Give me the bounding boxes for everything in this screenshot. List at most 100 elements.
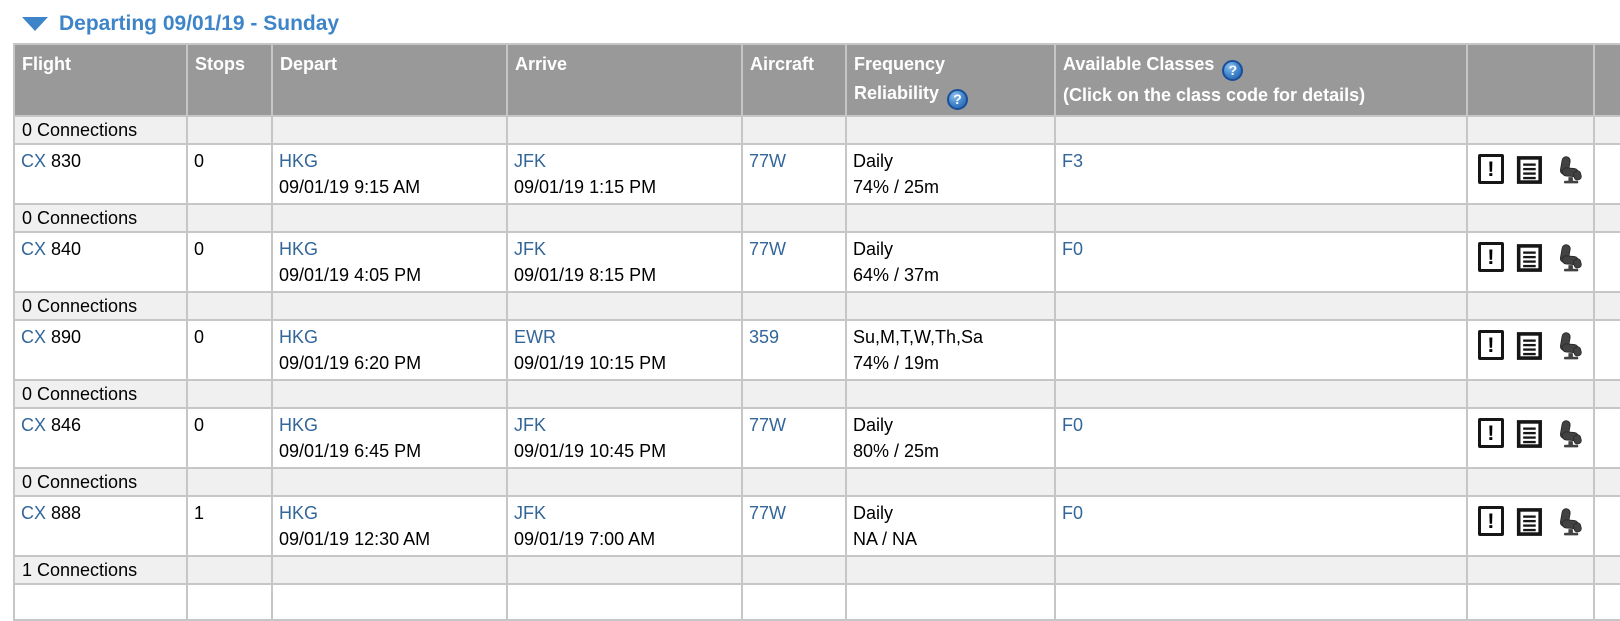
carrier-code-link[interactable]: CX [21, 327, 47, 347]
alert-icon[interactable]: ! [1478, 418, 1504, 448]
seat-map-icon[interactable] [1555, 506, 1585, 538]
arrive-airport-link[interactable]: JFK [514, 151, 547, 171]
reliability-value: 80% / 25m [853, 441, 940, 461]
header-aircraft: Aircraft [741, 43, 847, 117]
actions-cell: ! [1466, 407, 1595, 469]
frequency-value: Su,M,T,W,Th,Sa [853, 327, 984, 347]
flight-cell: CX 890 [13, 319, 188, 381]
frequency-reliability-cell: Daily 80% / 25m [845, 407, 1056, 469]
seat-map-icon[interactable] [1555, 242, 1585, 274]
aircraft-type-link[interactable]: 77W [749, 415, 787, 435]
depart-datetime: 09/01/19 4:05 PM [279, 265, 422, 285]
class-code-link[interactable]: F0 [1062, 415, 1084, 435]
overflow-cell [1593, 495, 1620, 557]
connections-separator-row: 0 Connections [13, 291, 1620, 321]
aircraft-cell: 77W [741, 495, 847, 557]
depart-datetime: 09/01/19 9:15 AM [279, 177, 421, 197]
flight-number: 840 [51, 239, 82, 259]
connections-separator-row: 0 Connections [13, 115, 1620, 145]
overflow-cell [1593, 231, 1620, 293]
carrier-code-link[interactable]: CX [21, 415, 47, 435]
connections-separator-row: 0 Connections [13, 467, 1620, 497]
depart-airport-link[interactable]: HKG [279, 327, 319, 347]
flight-row: CX 888 1 HKG 09/01/19 12:30 AM JFK 09/01… [13, 495, 1620, 557]
depart-airport-link[interactable]: HKG [279, 151, 319, 171]
aircraft-type-link[interactable]: 77W [749, 239, 787, 259]
carrier-code-link[interactable]: CX [21, 151, 47, 171]
frequency-reliability-cell: Daily 74% / 25m [845, 143, 1056, 205]
header-actions [1466, 43, 1595, 117]
arrive-airport-link[interactable]: JFK [514, 239, 547, 259]
partial-flight-row [13, 583, 1620, 621]
connections-separator-label: 0 Connections [13, 467, 188, 497]
carrier-code-link[interactable]: CX [21, 503, 47, 523]
header-frequency-label: Frequency [854, 54, 946, 74]
alert-icon[interactable]: ! [1478, 154, 1504, 184]
available-classes-help-icon[interactable]: ? [1222, 60, 1244, 81]
available-classes-cell: F3 [1054, 143, 1468, 205]
actions-cell: ! [1466, 143, 1595, 205]
table-header-row: Flight Stops Depart Arrive Aircraft Freq… [13, 43, 1620, 117]
carrier-code-link[interactable]: CX [21, 239, 47, 259]
header-available-classes: Available Classes? (Click on the class c… [1054, 43, 1468, 117]
class-code-link[interactable]: F0 [1062, 503, 1084, 523]
header-overflow [1593, 43, 1620, 117]
stops-cell: 0 [186, 143, 273, 205]
arrive-datetime: 09/01/19 1:15 PM [514, 177, 657, 197]
flight-number: 830 [51, 151, 82, 171]
flight-row: CX 890 0 HKG 09/01/19 6:20 PM EWR 09/01/… [13, 319, 1620, 381]
arrive-airport-link[interactable]: JFK [514, 415, 547, 435]
class-code-link[interactable]: F3 [1062, 151, 1084, 171]
flight-details-icon[interactable] [1516, 154, 1543, 186]
depart-cell: HKG 09/01/19 4:05 PM [271, 231, 508, 293]
actions-cell: ! [1466, 495, 1595, 557]
frequency-reliability-cell: Daily 64% / 37m [845, 231, 1056, 293]
flight-details-icon[interactable] [1516, 418, 1543, 450]
frequency-value: Daily [853, 239, 894, 259]
overflow-cell [1593, 319, 1620, 381]
depart-datetime: 09/01/19 6:45 PM [279, 441, 422, 461]
header-depart: Depart [271, 43, 508, 117]
section-title[interactable]: Departing 09/01/19 - Sunday [59, 12, 340, 35]
connections-separator-label: 0 Connections [13, 203, 188, 233]
flight-details-icon[interactable] [1516, 242, 1543, 274]
arrive-airport-link[interactable]: EWR [514, 327, 556, 347]
flights-table-footer: 1 Connections [13, 555, 1620, 621]
stops-cell: 0 [186, 319, 273, 381]
available-classes-cell: F0 [1054, 495, 1468, 557]
reliability-value: 64% / 37m [853, 265, 940, 285]
alert-icon[interactable]: ! [1478, 330, 1504, 360]
alert-icon[interactable]: ! [1478, 506, 1504, 536]
overflow-cell [1593, 407, 1620, 469]
seat-map-icon[interactable] [1555, 154, 1585, 186]
class-code-link[interactable]: F0 [1062, 239, 1084, 259]
aircraft-type-link[interactable]: 359 [749, 327, 780, 347]
connections-separator-row: 0 Connections [13, 203, 1620, 233]
arrive-cell: JFK 09/01/19 1:15 PM [506, 143, 743, 205]
depart-airport-link[interactable]: HKG [279, 503, 319, 523]
aircraft-type-link[interactable]: 77W [749, 503, 787, 523]
frequency-reliability-cell: Daily NA / NA [845, 495, 1056, 557]
connections-separator-label: 0 Connections [13, 115, 188, 145]
reliability-help-icon[interactable]: ? [947, 89, 969, 110]
reliability-value: 74% / 19m [853, 353, 940, 373]
header-stops: Stops [186, 43, 273, 117]
seat-map-icon[interactable] [1555, 330, 1585, 362]
flight-details-icon[interactable] [1516, 330, 1543, 362]
flight-cell: CX 888 [13, 495, 188, 557]
flight-row: CX 830 0 HKG 09/01/19 9:15 AM JFK 09/01/… [13, 143, 1620, 205]
stops-cell: 1 [186, 495, 273, 557]
arrive-airport-link[interactable]: JFK [514, 503, 547, 523]
collapse-triangle-icon[interactable] [22, 17, 48, 31]
depart-airport-link[interactable]: HKG [279, 415, 319, 435]
flight-row: CX 840 0 HKG 09/01/19 4:05 PM JFK 09/01/… [13, 231, 1620, 293]
frequency-value: Daily [853, 503, 894, 523]
depart-airport-link[interactable]: HKG [279, 239, 319, 259]
alert-icon[interactable]: ! [1478, 242, 1504, 272]
flight-availability-table: Flight Stops Depart Arrive Aircraft Freq… [13, 43, 1620, 621]
seat-map-icon[interactable] [1555, 418, 1585, 450]
arrive-cell: JFK 09/01/19 7:00 AM [506, 495, 743, 557]
aircraft-type-link[interactable]: 77W [749, 151, 787, 171]
flight-cell: CX 840 [13, 231, 188, 293]
flight-details-icon[interactable] [1516, 506, 1543, 538]
